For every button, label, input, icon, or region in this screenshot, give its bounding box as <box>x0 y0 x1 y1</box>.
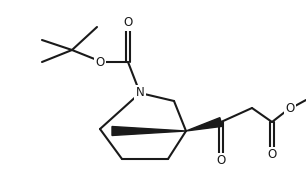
Text: O: O <box>216 154 226 167</box>
Text: O: O <box>95 56 105 68</box>
Polygon shape <box>112 127 186 135</box>
Text: O: O <box>285 102 295 115</box>
Text: O: O <box>123 16 132 29</box>
Text: N: N <box>136 87 144 100</box>
Polygon shape <box>186 118 222 131</box>
Text: O: O <box>267 149 277 162</box>
